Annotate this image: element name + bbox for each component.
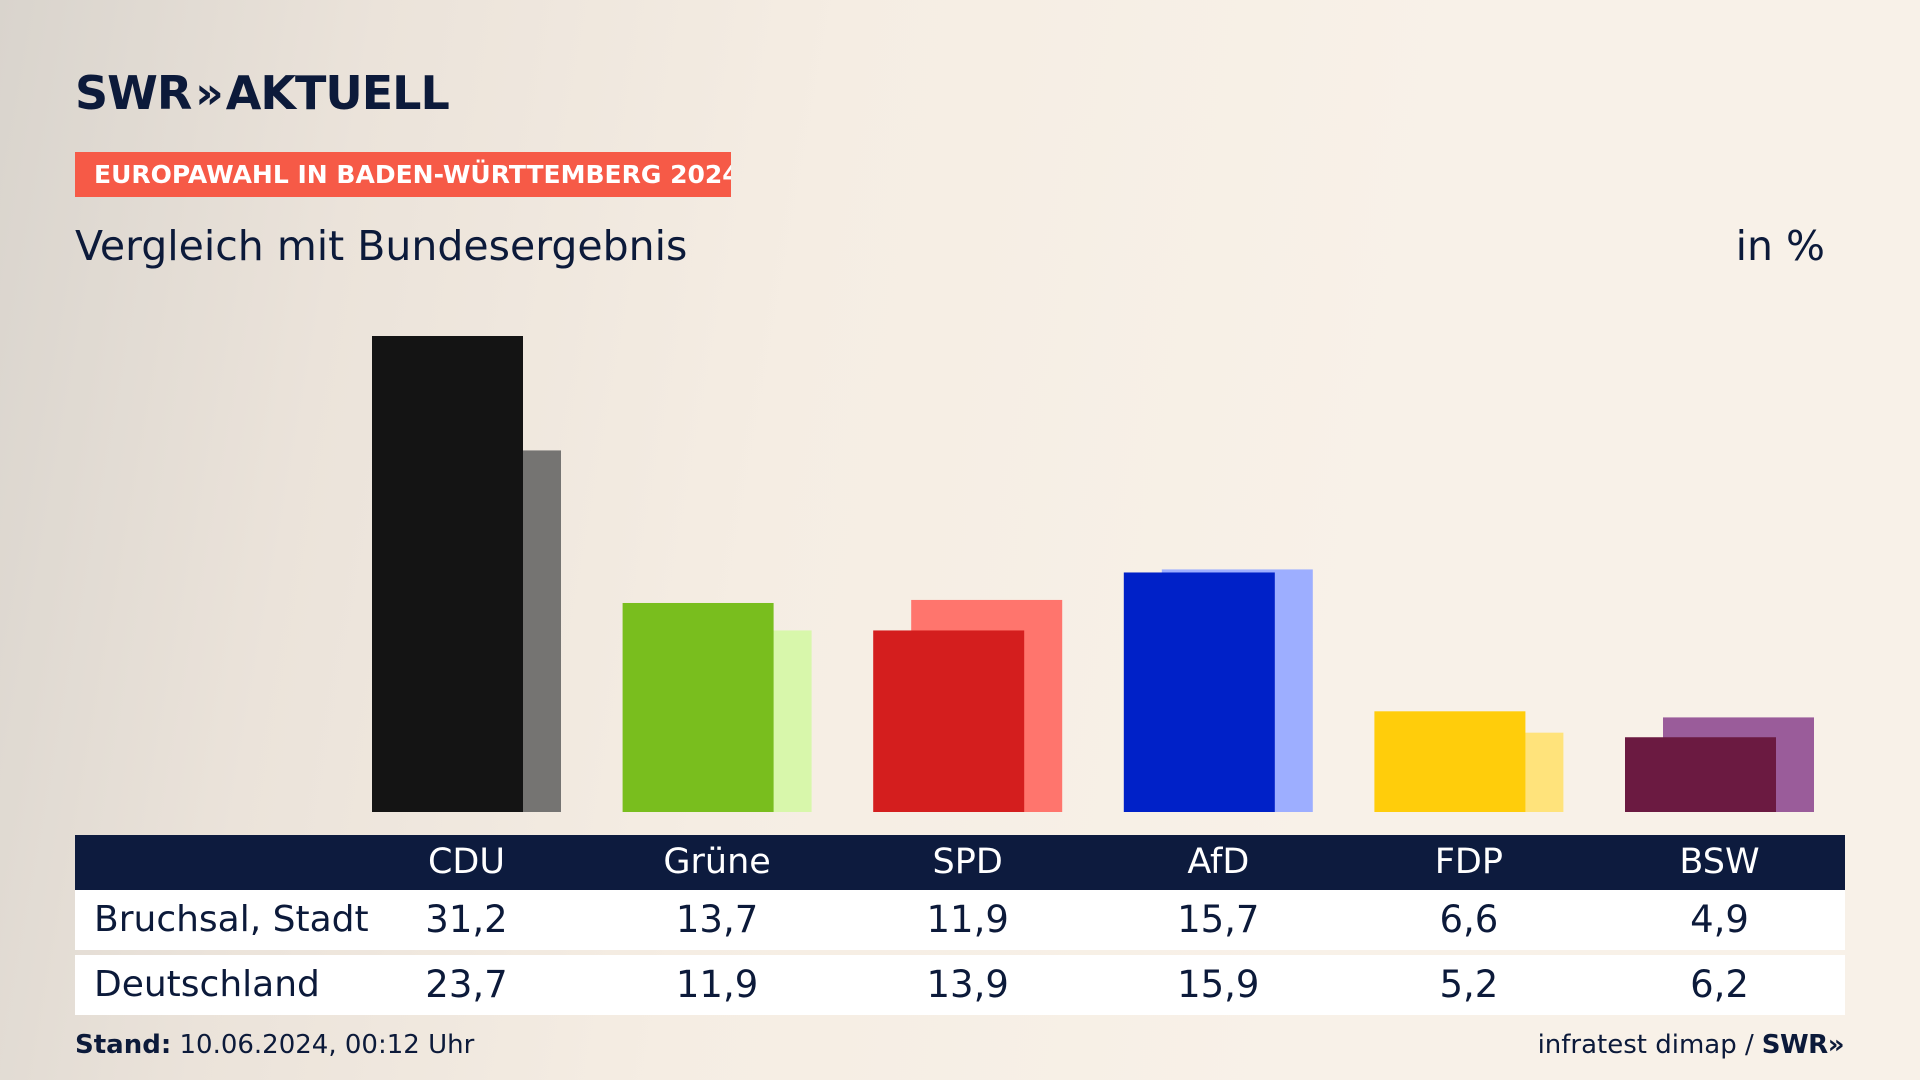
bar-chart [372,336,1814,812]
header-gruene: Grüne [663,842,771,882]
header-bsw: BSW [1679,842,1760,882]
logo-aktuell: AKTUELL [225,66,450,120]
timestamp: Stand: 10.06.2024, 00:12 Uhr [75,1030,474,1060]
value-deutschland-afd: 15,9 [1177,963,1260,1006]
bar-bruchsal-bsw [1625,737,1776,812]
value-deutschland-bsw: 6,2 [1690,963,1749,1006]
table-row-deutschland: Deutschland 23,7 11,9 13,9 15,9 5,2 6,2 [75,955,1845,1015]
table-header: CDU Grüne SPD AfD FDP BSW [75,835,1845,890]
value-bruchsal-spd: 11,9 [926,898,1009,941]
value-bruchsal-fdp: 6,6 [1439,898,1499,941]
bar-bruchsal-fdp [1374,711,1526,812]
chart-subtitle: Vergleich mit Bundesergebnis [75,222,688,270]
bar-bruchsal-spd [873,630,1025,812]
stand-label: Stand: [75,1030,172,1060]
table-row-bruchsal: Bruchsal, Stadt 31,2 13,7 11,9 15,7 6,6 4,9 [75,890,1845,950]
value-bruchsal-afd: 15,7 [1177,898,1260,941]
bar-bruchsal-gruene [622,602,774,812]
header-spd: SPD [932,842,1003,882]
value-deutschland-fdp: 5,2 [1439,963,1499,1006]
bar-bruchsal-cdu [372,336,523,812]
results-table: CDU Grüne SPD AfD FDP BSW Bruchsal, Stadt 31,… [75,835,1845,1015]
value-deutschland-gruene: 11,9 [675,963,759,1006]
value-bruchsal-bsw: 4,9 [1690,898,1749,941]
unit-label: in % [1735,222,1825,270]
stand-value: 10.06.2024, 00:12 Uhr [179,1030,475,1060]
value-deutschland-cdu: 23,7 [425,963,508,1006]
logo-swr: SWR [75,66,192,120]
swr-aktuell-logo: SWR » AKTUELL [75,66,450,120]
source-brand: SWR» [1761,1030,1845,1060]
source-text: infratest dimap / [1537,1030,1754,1060]
value-deutschland-spd: 13,9 [926,963,1009,1006]
value-bruchsal-gruene: 13,7 [675,898,759,941]
source-credit: infratest dimap / SWR» [1537,1030,1845,1060]
value-bruchsal-cdu: 31,2 [425,898,508,941]
row-label-deutschland: Deutschland [94,964,320,1005]
row-label-bruchsal: Bruchsal, Stadt [94,899,369,940]
bar-bruchsal-afd [1123,572,1275,812]
header-cdu: CDU [427,842,505,882]
election-tag: EUROPAWAHL IN BADEN-WÜRTTEMBERG 2024 [75,152,731,197]
header-afd: AfD [1187,842,1250,882]
header-fdp: FDP [1434,842,1503,882]
